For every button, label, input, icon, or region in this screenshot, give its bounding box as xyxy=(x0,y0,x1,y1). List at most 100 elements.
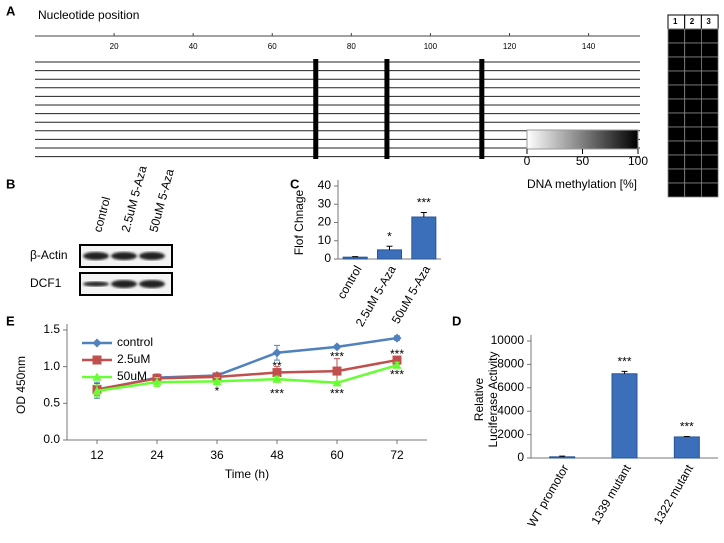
x-tick-label: 40 xyxy=(189,42,198,51)
x-tick-label: 20 xyxy=(110,42,119,51)
panel-label: E xyxy=(6,313,15,328)
panel-label: D xyxy=(452,313,461,328)
x-tick-label: 120 xyxy=(503,42,517,51)
y-tick-label: 10000 xyxy=(491,333,525,347)
methylation-cell xyxy=(701,28,719,44)
blot-band xyxy=(139,280,165,288)
methylation-cell xyxy=(667,28,686,44)
significance: ** xyxy=(272,359,282,373)
bar xyxy=(673,436,700,459)
marker xyxy=(392,360,402,369)
y-tick-label: 8000 xyxy=(497,357,524,371)
blot-label: DCF1 xyxy=(30,276,62,290)
bar xyxy=(611,373,638,459)
significance: *** xyxy=(417,196,431,210)
marker xyxy=(272,348,282,358)
bar xyxy=(411,216,437,260)
legend-label: control xyxy=(117,335,153,349)
methylation-cell xyxy=(701,126,719,142)
y-axis-label: Flof Chnage xyxy=(292,189,306,255)
blot-band xyxy=(83,281,109,287)
marker xyxy=(272,374,282,383)
x-tick-label: 60 xyxy=(268,42,277,51)
series-line xyxy=(96,364,398,393)
treatment-label: 50uM 5-Aza xyxy=(146,167,176,233)
x-tick-label: WT promotor xyxy=(524,462,571,529)
legend-label: 50uM xyxy=(117,369,147,383)
methylation-cell xyxy=(684,98,702,114)
methylation-cell xyxy=(701,56,719,72)
panel-label: C xyxy=(290,176,300,191)
error-bar xyxy=(621,370,628,374)
marker xyxy=(92,386,102,395)
methylation-cell xyxy=(701,112,719,128)
methylation-cell xyxy=(701,70,719,86)
methylation-cell xyxy=(684,70,702,86)
x-tick-label: 48 xyxy=(270,448,284,462)
marker xyxy=(332,342,342,352)
y-tick-label: 1.5 xyxy=(43,322,60,336)
methylation-cell xyxy=(667,140,686,156)
x-tick-label: 100 xyxy=(424,42,438,51)
y-tick-label: 40 xyxy=(318,178,332,192)
y-tick-label: 2000 xyxy=(497,427,524,441)
panel-label: A xyxy=(6,3,16,18)
significance: *** xyxy=(390,368,404,382)
significance: *** xyxy=(330,387,344,401)
bar xyxy=(376,249,403,260)
cpg-site xyxy=(313,59,319,159)
methylation-cell xyxy=(684,112,702,128)
x-tick-label: 36 xyxy=(210,448,224,462)
y-tick-label: 10 xyxy=(318,233,332,247)
panel-label: B xyxy=(6,176,15,191)
y-tick-label: 0.0 xyxy=(43,432,60,446)
methylation-cell xyxy=(684,56,702,72)
x-tick-label: 80 xyxy=(347,42,356,51)
methylation-cell xyxy=(684,126,702,142)
error-bar xyxy=(352,256,359,258)
marker xyxy=(392,333,402,343)
x-tick-label: 12 xyxy=(90,448,104,462)
x-axis-label: Time (h) xyxy=(225,467,269,481)
methylation-cell xyxy=(684,42,702,58)
y-tick-label: 0 xyxy=(517,450,524,464)
significance: * xyxy=(215,384,220,398)
grid-header: 1 xyxy=(673,17,678,26)
x-tick-label: 72 xyxy=(390,448,404,462)
methylation-cell xyxy=(701,98,719,114)
panel-title: Nucleotide position xyxy=(38,8,139,22)
methylation-cell xyxy=(667,98,686,114)
y-tick-label: 30 xyxy=(318,196,332,210)
methylation-cell xyxy=(667,168,686,184)
x-tick-label: 60 xyxy=(330,448,344,462)
methylation-cell xyxy=(684,182,702,198)
marker xyxy=(92,372,102,381)
blot-band xyxy=(111,252,137,260)
x-tick-label: 1322 mutant xyxy=(651,462,697,527)
y-tick-label: 20 xyxy=(318,215,332,229)
methylation-cell xyxy=(701,42,719,58)
methylation-cell xyxy=(701,168,719,184)
scale-label: DNA methylation [%] xyxy=(527,177,637,191)
y-axis-label: Luciferase Activity xyxy=(486,351,500,447)
significance: *** xyxy=(680,420,694,434)
y-tick-label: 6000 xyxy=(497,380,524,394)
methylation-cell xyxy=(701,182,719,198)
error-bar xyxy=(386,245,393,250)
methylation-cell xyxy=(684,168,702,184)
series-line xyxy=(96,358,398,391)
methylation-cell xyxy=(667,56,686,72)
error-bar xyxy=(559,455,566,457)
treatment-label: 2.5uM 5-Aza xyxy=(118,164,149,234)
y-axis-label: OD 450nm xyxy=(14,356,28,414)
cpg-site xyxy=(384,59,390,159)
scale-tick-label: 50 xyxy=(576,154,590,168)
methylation-cell xyxy=(667,112,686,128)
marker xyxy=(212,376,222,385)
marker xyxy=(272,368,282,378)
marker xyxy=(152,377,162,386)
y-tick-label: 4000 xyxy=(497,403,524,417)
treatment-label: control xyxy=(90,195,113,233)
